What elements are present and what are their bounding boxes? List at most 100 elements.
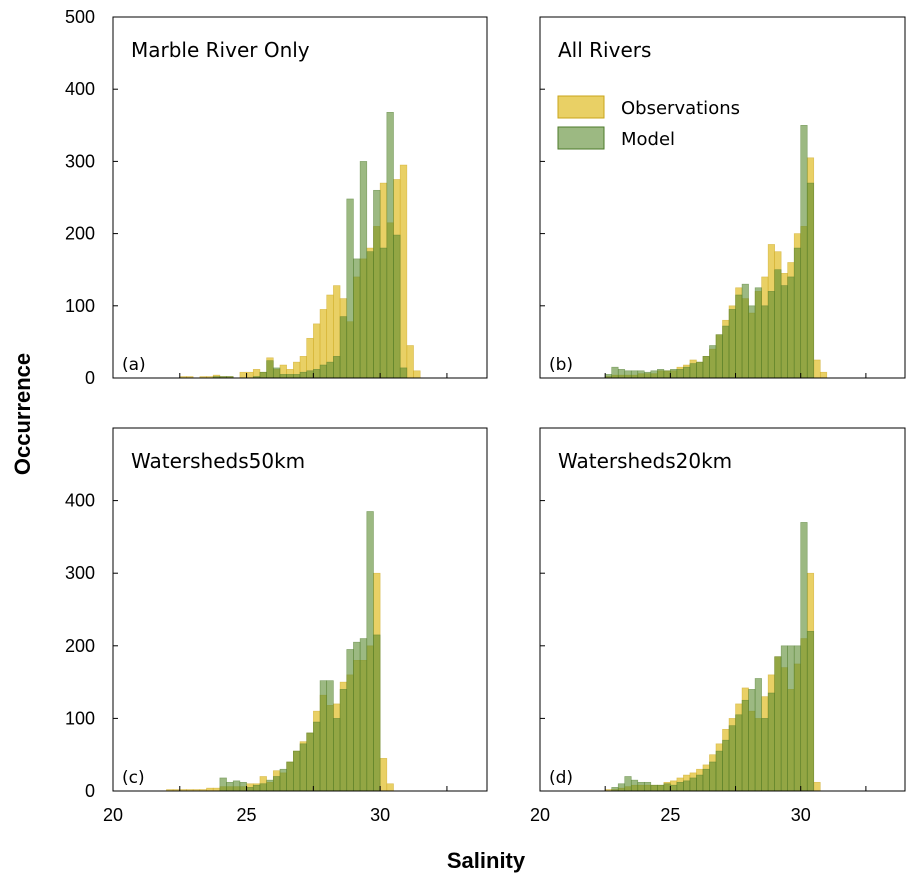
model-bar (353, 641, 361, 792)
panel-title: Watersheds50km (131, 449, 305, 473)
plot-frame (539, 16, 906, 379)
model-bar (650, 370, 658, 379)
model-bar (748, 305, 756, 379)
model-bar (676, 781, 684, 792)
panel-letter: (c) (122, 768, 145, 788)
y-tick-label: 100 (65, 296, 95, 316)
obs-bar (379, 758, 388, 792)
model-bar (696, 361, 704, 379)
y-tick-label: 500 (65, 7, 95, 27)
model-bar (617, 369, 626, 379)
model-bar (306, 732, 314, 792)
x-tick-label: 20 (103, 805, 123, 825)
model-bar (806, 630, 815, 792)
model-bar (767, 291, 775, 379)
model-bar (333, 718, 341, 792)
model-bar (272, 367, 281, 379)
obs-bar (386, 783, 394, 792)
model-bar (637, 370, 645, 379)
x-tick-label: 30 (791, 805, 811, 825)
model-bar (259, 783, 267, 792)
model-bar (689, 363, 697, 379)
model-bar (266, 360, 274, 379)
panel-title: Marble River Only (131, 38, 310, 62)
panel-title: Watersheds20km (558, 449, 732, 473)
model-bar (683, 780, 691, 792)
model-bar (393, 234, 401, 379)
model-bar (259, 371, 267, 379)
obs-bar (239, 371, 247, 379)
model-bar (326, 680, 334, 792)
y-tick-label: 400 (65, 79, 95, 99)
y-tick-label: 300 (65, 151, 95, 171)
model-bar (735, 714, 743, 792)
obs-bar (819, 371, 828, 379)
model-bar (780, 285, 788, 379)
obs-bar (413, 370, 421, 379)
model-bar (761, 305, 769, 379)
y-tick-label: 200 (65, 636, 95, 656)
panel-letter: (d) (549, 768, 573, 788)
model-bar (793, 247, 802, 379)
obs-bar (246, 371, 254, 379)
model-bar (696, 774, 704, 792)
model-bar (226, 781, 234, 792)
model-bar (670, 784, 678, 792)
obs-bar (813, 359, 821, 379)
model-bar (624, 776, 632, 792)
model-bar (366, 251, 374, 379)
x-tick-label: 20 (530, 805, 550, 825)
model-bar (630, 370, 639, 379)
model-bar (735, 294, 743, 379)
model-bar (252, 784, 261, 792)
y-axis-title: Occurrence (10, 353, 35, 475)
model-bar (232, 780, 241, 792)
model-bar (366, 511, 374, 792)
model-bar (663, 783, 671, 792)
model-bar (293, 750, 301, 792)
y-tick-label: 400 (65, 491, 95, 511)
y-tick-label: 300 (65, 563, 95, 583)
model-bar (728, 725, 736, 792)
model-bar (399, 367, 408, 379)
model-bar (279, 374, 287, 379)
model-bar (637, 781, 645, 792)
plot-frame (539, 427, 906, 792)
model-bar (722, 325, 730, 379)
model-bar (715, 334, 723, 379)
model-bar (793, 645, 802, 792)
model-bar (670, 369, 678, 379)
model-bar (319, 680, 328, 792)
model-bar (702, 768, 710, 792)
model-bar (313, 369, 321, 379)
model-bar (709, 345, 717, 379)
panel-letter: (b) (549, 355, 573, 375)
model-bar (774, 656, 782, 792)
model-bar (604, 374, 612, 379)
panel-3: 20 25 30 Watersheds20km (d) (530, 427, 906, 825)
model-bar (787, 276, 795, 379)
model-bar (767, 692, 775, 792)
model-bar (754, 678, 762, 792)
model-bar (333, 356, 341, 379)
model-bar (715, 750, 723, 792)
model-bar (657, 369, 665, 379)
model-bar (299, 371, 307, 379)
model-bar (326, 361, 334, 379)
panel-title: All Rivers (558, 38, 651, 62)
model-bar (313, 721, 321, 792)
legend-swatch-observations (557, 95, 605, 119)
model-bar (359, 161, 368, 379)
model-bar (800, 125, 808, 379)
model-bar (630, 779, 639, 792)
legend-label-model: Model (621, 129, 675, 150)
model-bar (346, 649, 354, 792)
plot-frame (112, 427, 488, 792)
model-bar (339, 316, 348, 379)
model-bar (722, 739, 730, 792)
model-bar (728, 309, 736, 379)
obs-bar (406, 345, 414, 379)
